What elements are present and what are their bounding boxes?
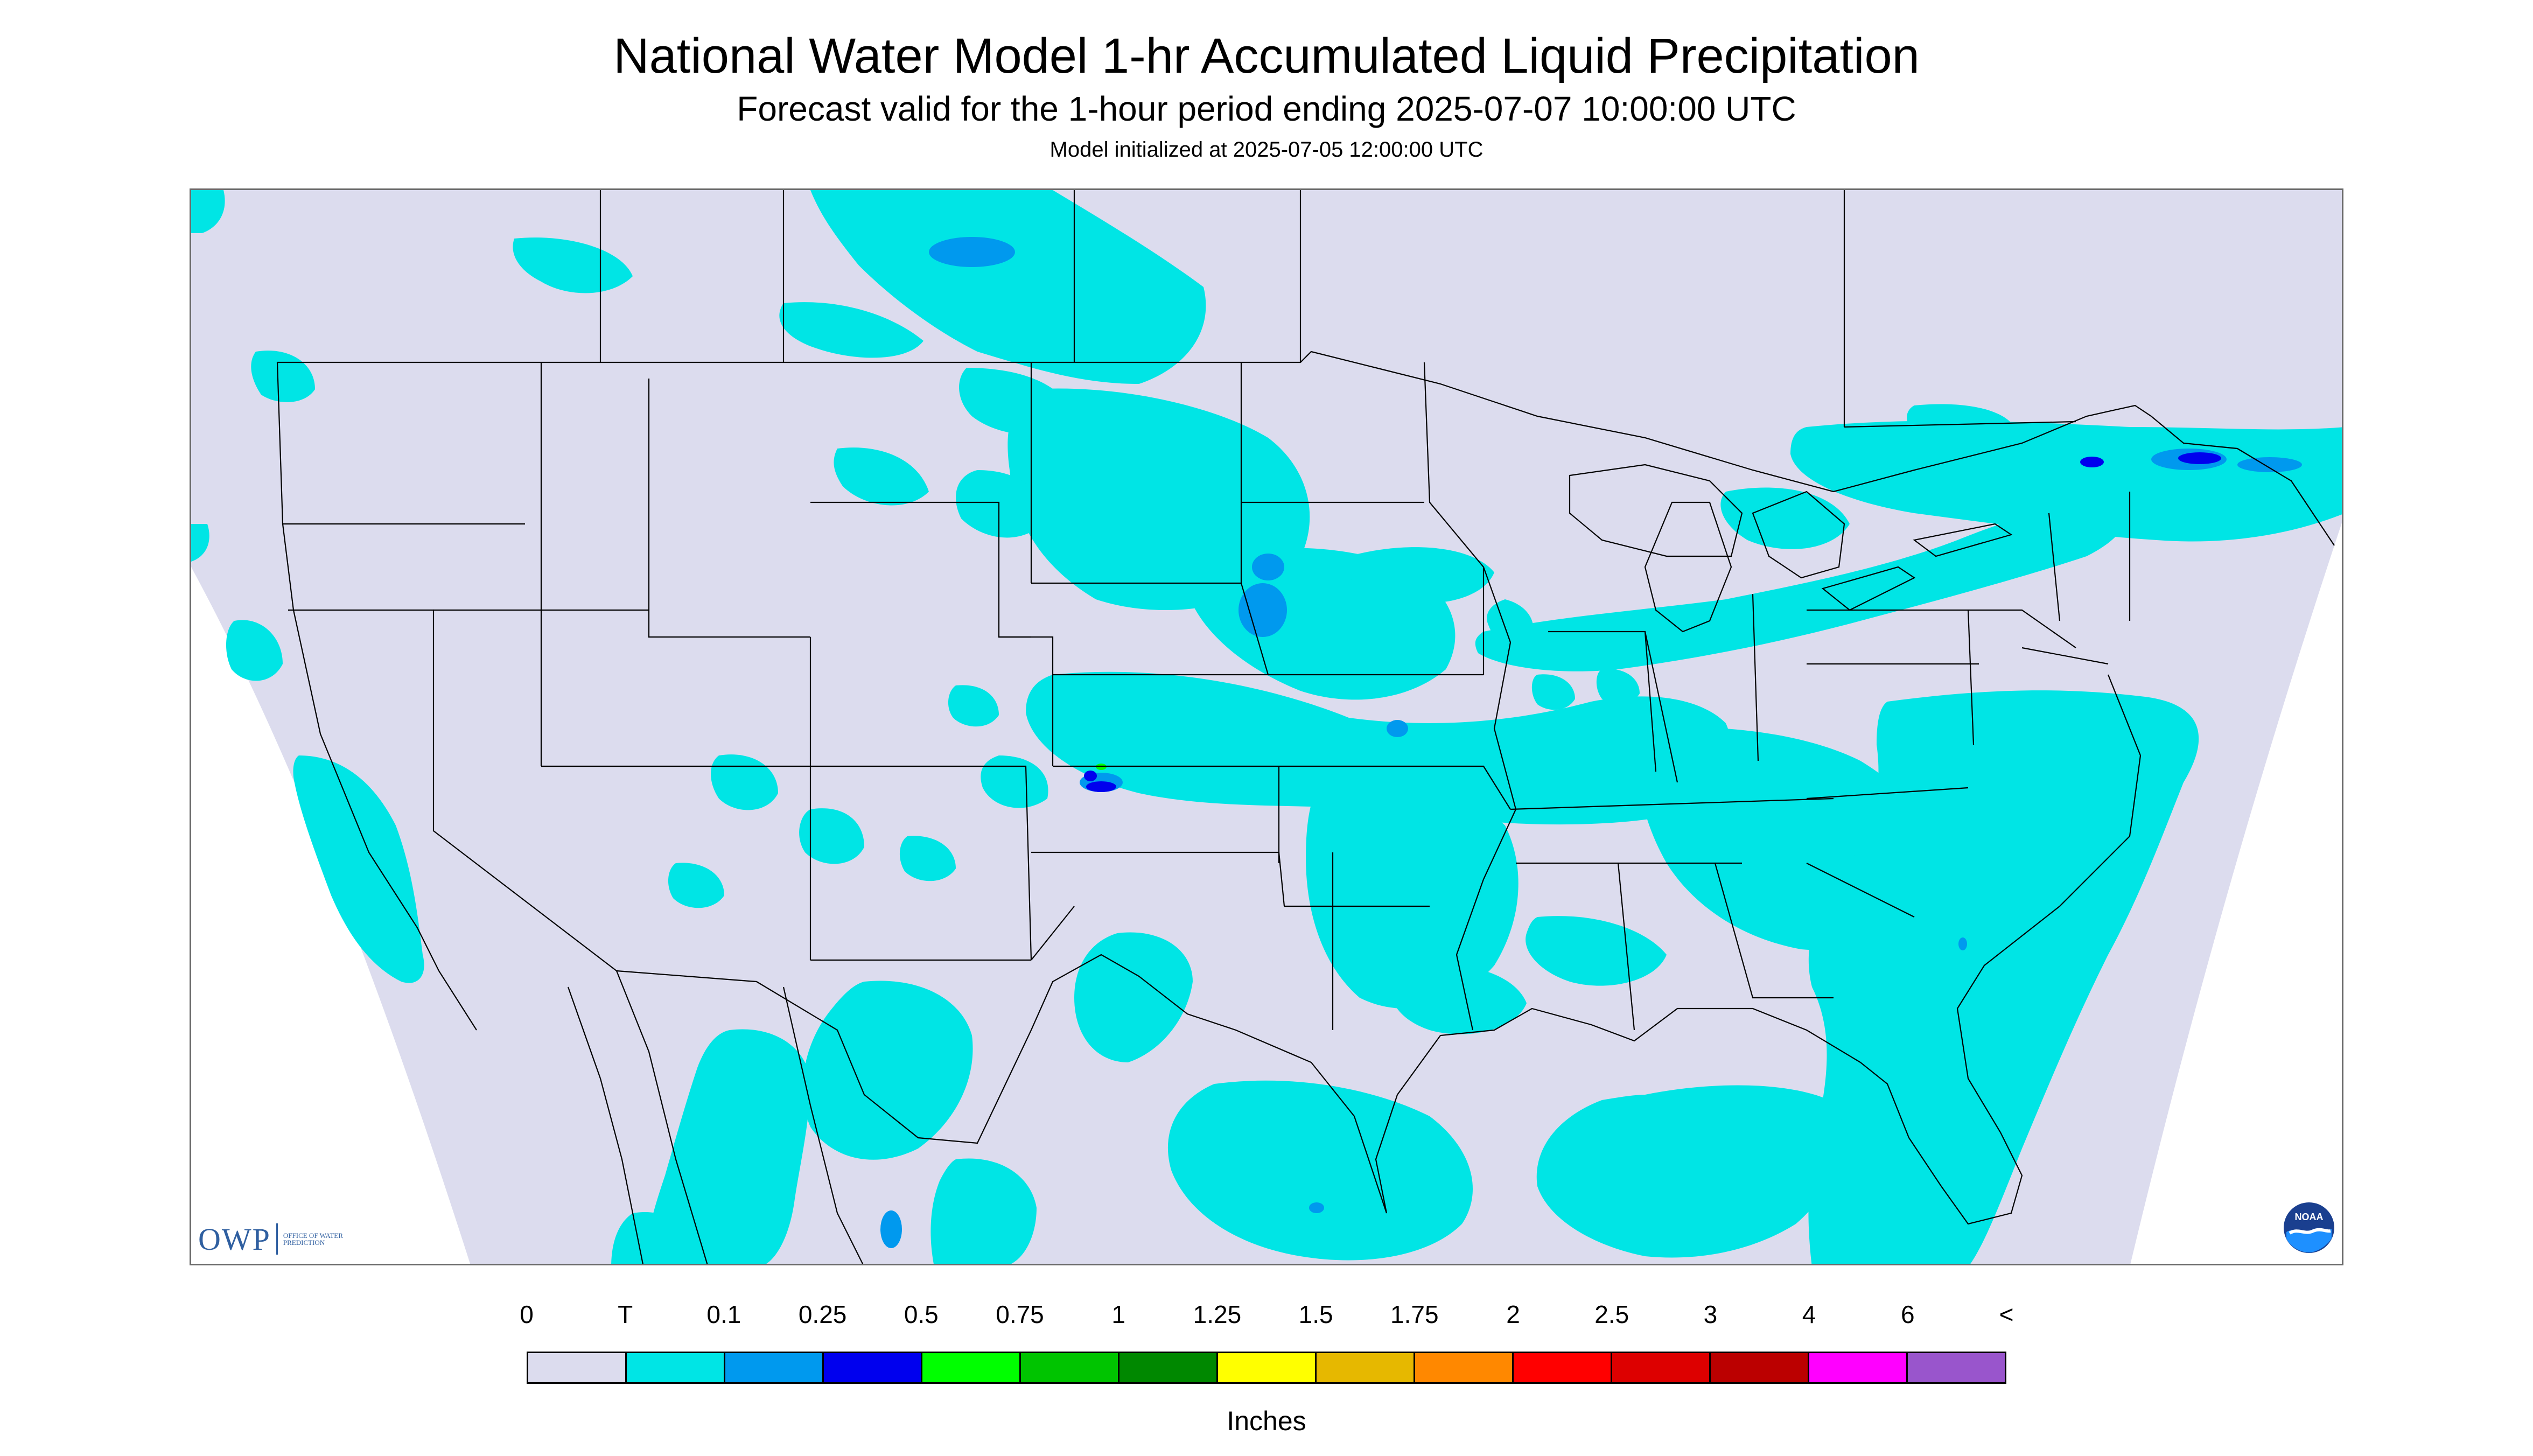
precipitation-map (190, 188, 2343, 1265)
legend-color-bar (527, 1352, 2006, 1384)
legend-swatch (1809, 1353, 1908, 1382)
legend-swatch (1711, 1353, 1809, 1382)
legend-swatch (725, 1353, 824, 1382)
legend-tick-label: 0 (520, 1300, 534, 1328)
legend-swatch (1514, 1353, 1612, 1382)
legend-tick-label: 1.25 (1193, 1300, 1242, 1328)
legend-tick-label: T (618, 1300, 633, 1328)
legend-swatch (1612, 1353, 1711, 1382)
owp-logo-divider (276, 1223, 278, 1255)
legend-tick-label: 0.5 (904, 1300, 939, 1328)
legend-tick-label: 2 (1506, 1300, 1520, 1328)
legend-tick-label: 6 (1901, 1300, 1915, 1328)
owp-logo-text: OWP (198, 1221, 271, 1257)
legend-tick-label: 1.75 (1390, 1300, 1439, 1328)
legend-swatch (1218, 1353, 1317, 1382)
legend-swatch (824, 1353, 922, 1382)
noaa-logo: NOAA (2283, 1201, 2335, 1254)
legend-tick-label: < (1999, 1300, 2014, 1328)
map-title: National Water Model 1-hr Accumulated Li… (613, 29, 1920, 83)
legend-swatch (1021, 1353, 1119, 1382)
legend-tick-label: 0.75 (996, 1300, 1044, 1328)
legend-swatch (1908, 1353, 2005, 1382)
legend-swatch (1317, 1353, 1415, 1382)
legend-swatch (1415, 1353, 1514, 1382)
legend-tick-label: 2.5 (1594, 1300, 1629, 1328)
legend-tick-label: 1.5 (1298, 1300, 1333, 1328)
legend-swatch (922, 1353, 1021, 1382)
owp-logo-subtext: OFFICE OF WATER PREDICTION (283, 1231, 343, 1247)
legend-labels: 0 T 0.1 0.25 0.5 0.75 1 1.25 1.5 1.75 2 2.5 3 4 6 < (520, 1300, 2013, 1332)
legend-swatch (1119, 1353, 1218, 1382)
noaa-logo-text: NOAA (2295, 1212, 2324, 1222)
heavy-precip-areas (1084, 452, 2221, 792)
owp-logo: OWP OFFICE OF WATER PREDICTION (198, 1220, 348, 1258)
legend-tick-label: 1 (1111, 1300, 1125, 1328)
legend-units: Inches (1227, 1406, 1306, 1436)
legend-tick-label: 3 (1703, 1300, 1718, 1328)
map-canvas (191, 190, 2342, 1264)
model-init-text: Model initialized at 2025-07-05 12:00:00… (1049, 138, 1484, 162)
trace-precip-areas (191, 190, 2342, 1264)
legend-tick-label: 0.1 (706, 1300, 741, 1328)
legend-tick-label: 0.25 (798, 1300, 847, 1328)
legend-swatch (528, 1353, 627, 1382)
forecast-valid-subtitle: Forecast valid for the 1-hour period end… (737, 89, 1796, 128)
legend-swatch (627, 1353, 725, 1382)
state-boundaries (276, 190, 2335, 1264)
legend-tick-label: 4 (1802, 1300, 1816, 1328)
